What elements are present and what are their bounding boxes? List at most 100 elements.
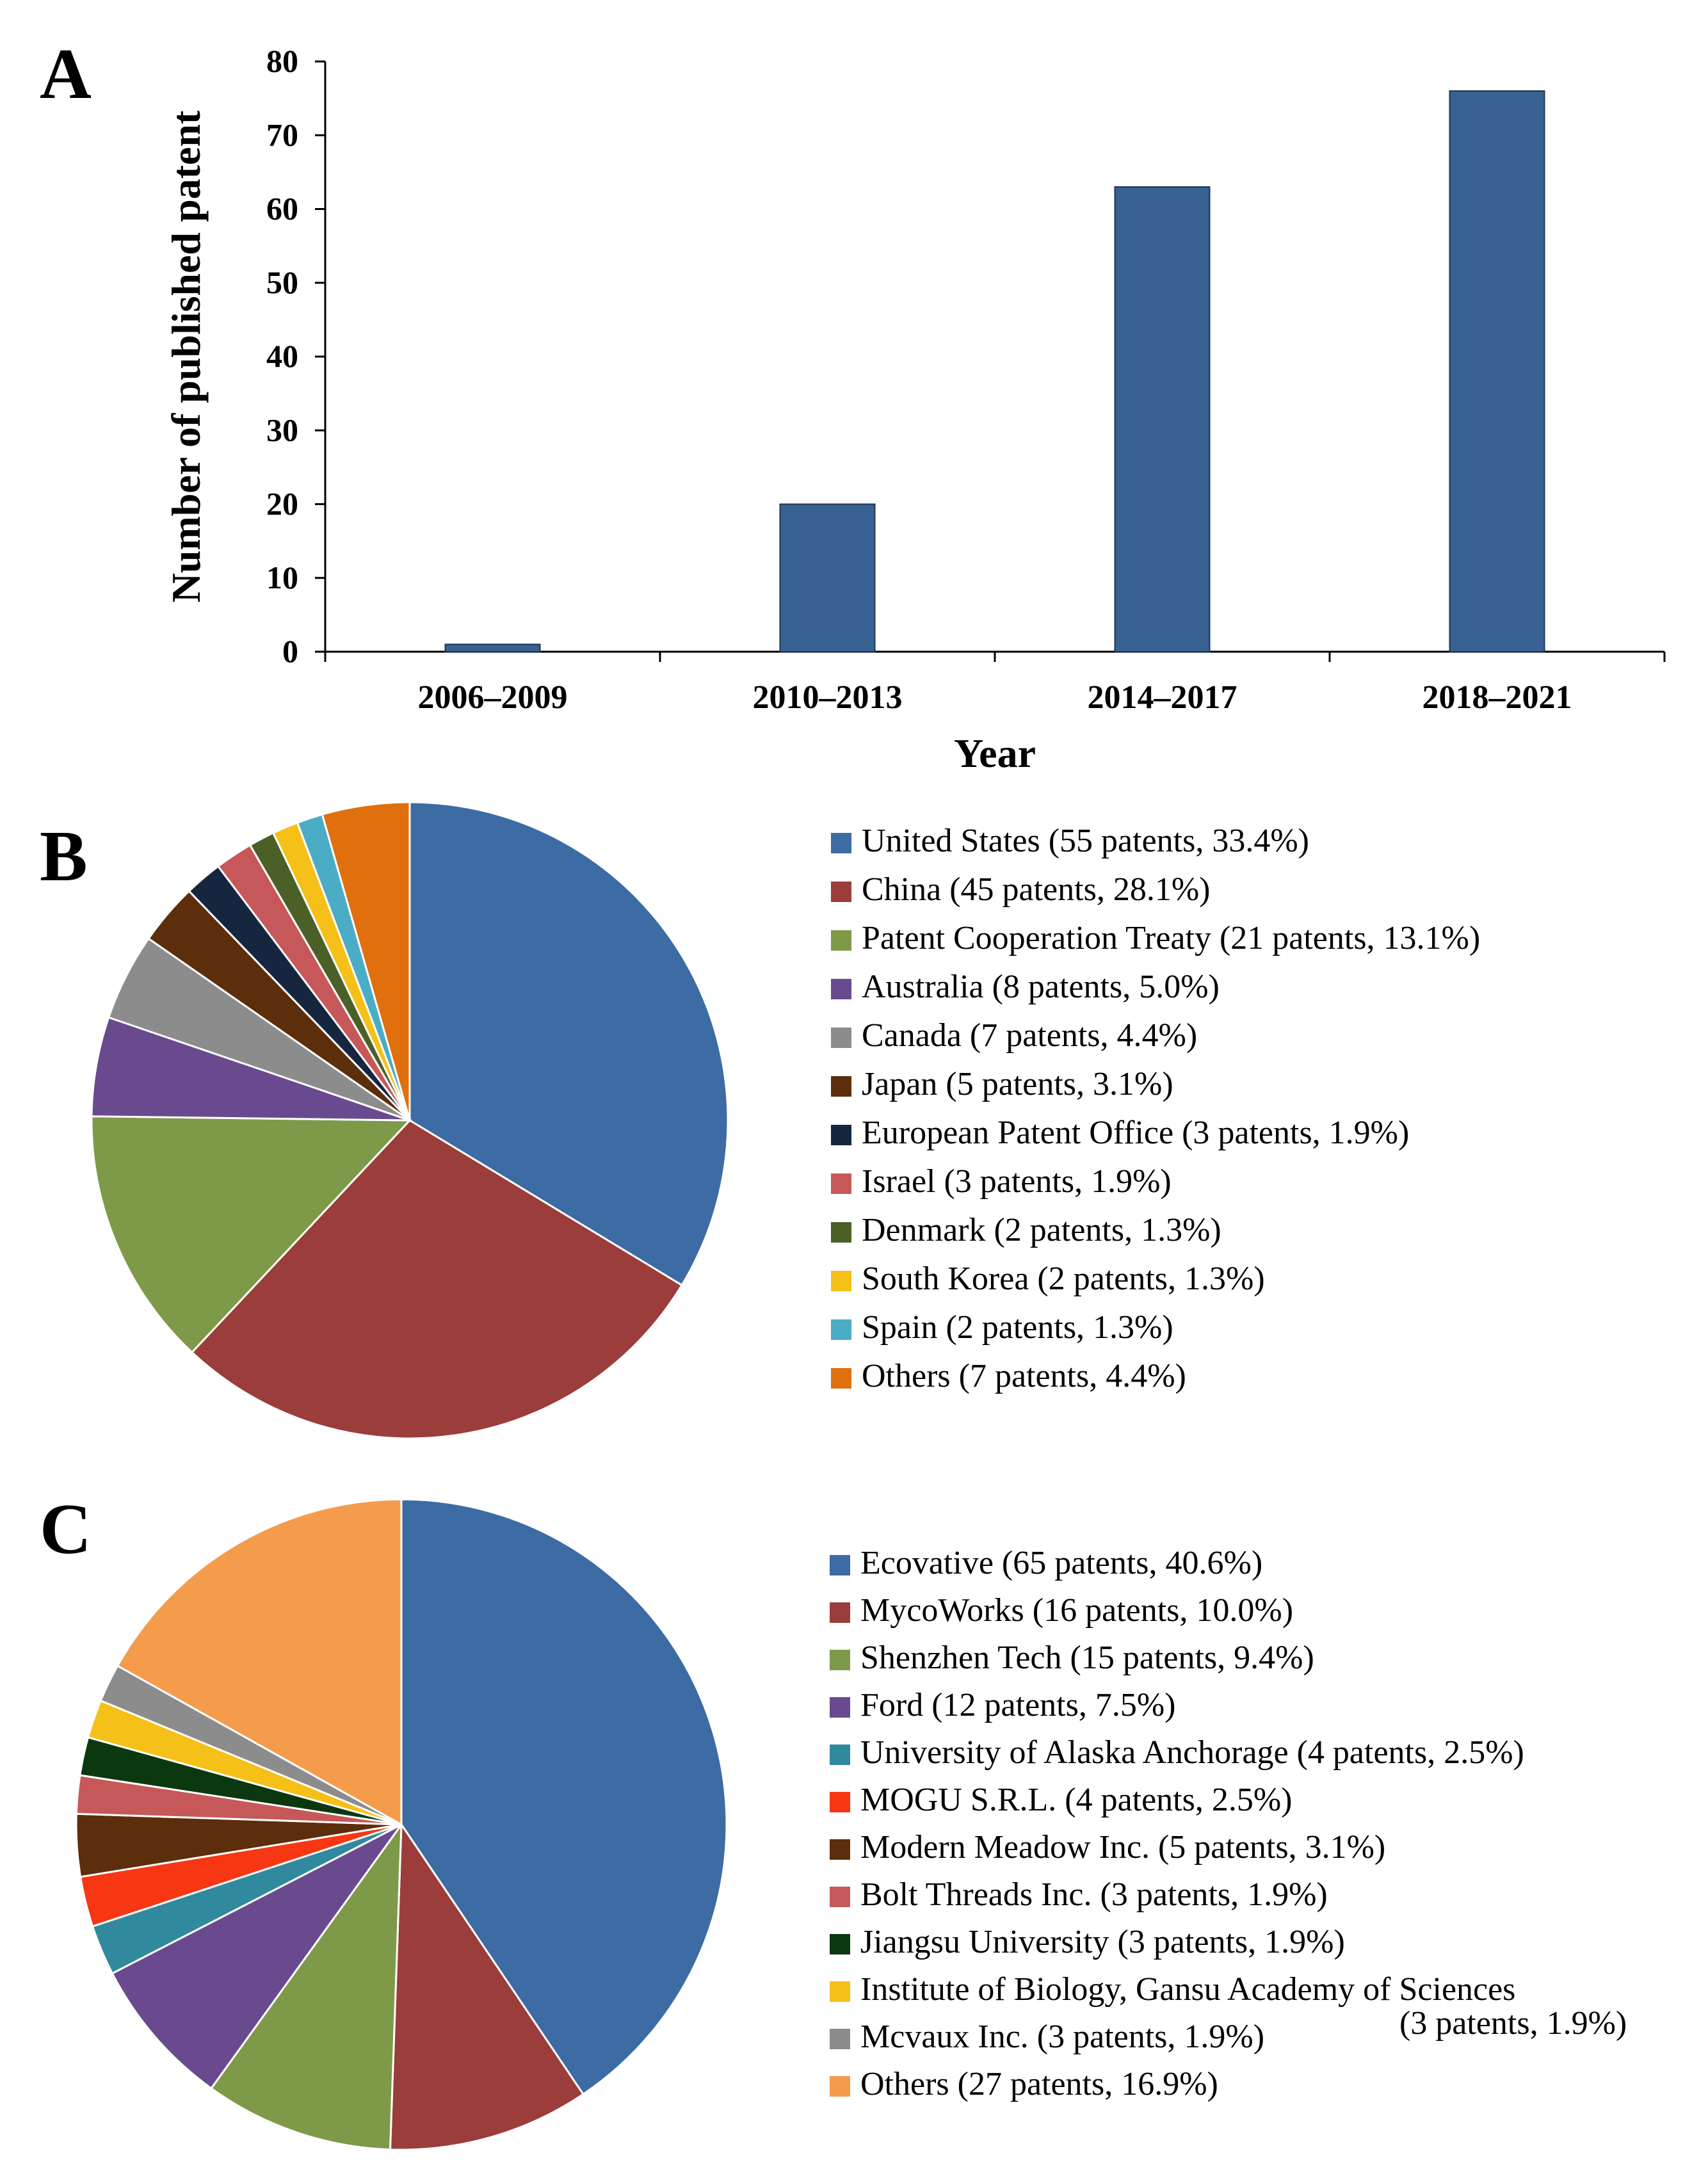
legend-label: China (45 patents, 28.1%) bbox=[862, 871, 1211, 908]
legend-label: Modern Meadow Inc. (5 patents, 3.1%) bbox=[860, 1829, 1386, 1866]
legend-item: European Patent Office (3 patents, 1.9%) bbox=[831, 1116, 1409, 1150]
legend-swatch bbox=[830, 1602, 850, 1623]
x-tick-label: 2010–2013 bbox=[753, 679, 903, 716]
legend-label: Israel (3 patents, 1.9%) bbox=[862, 1163, 1172, 1200]
panel-label-c: C bbox=[40, 1490, 92, 1569]
legend-item: Others (27 patents, 16.9%) bbox=[830, 2068, 1218, 2101]
y-tick-label: 70 bbox=[266, 117, 298, 152]
legend-item: United States (55 patents, 33.4%) bbox=[831, 825, 1309, 858]
legend-swatch bbox=[831, 882, 851, 902]
y-tick-label: 50 bbox=[266, 264, 298, 300]
legend-label: MOGU S.R.L. (4 patents, 2.5%) bbox=[860, 1782, 1293, 1818]
legend-item: Israel (3 patents, 1.9%) bbox=[831, 1165, 1172, 1198]
legend-item: MycoWorks (16 patents, 10.0%) bbox=[830, 1594, 1293, 1627]
pie-slice-mycoworks bbox=[389, 1821, 585, 2151]
panel-label-a: A bbox=[40, 35, 92, 114]
panel-label-b: B bbox=[40, 817, 88, 896]
legend-label: United States (55 patents, 33.4%) bbox=[862, 823, 1309, 859]
legend-item: Ecovative (65 patents, 40.6%) bbox=[830, 1547, 1262, 1580]
pie-slice-patent-cooperation-treaty bbox=[90, 1115, 412, 1354]
legend-item: Mcvaux Inc. (3 patents, 1.9%) bbox=[830, 2020, 1264, 2054]
legend-label: Others (27 patents, 16.9%) bbox=[860, 2066, 1218, 2102]
pie-chart-countries bbox=[90, 801, 729, 1440]
legend-label: Bolt Threads Inc. (3 patents, 1.9%) bbox=[860, 1876, 1328, 1913]
bar-2006–2009 bbox=[444, 643, 541, 652]
legend-swatch bbox=[830, 1555, 850, 1576]
legend-item: China (45 patents, 28.1%) bbox=[831, 873, 1210, 907]
legend-label: Shenzhen Tech (15 patents, 9.4%) bbox=[860, 1640, 1314, 1676]
legend-label: South Korea (2 patents, 1.3%) bbox=[862, 1261, 1265, 1297]
legend-label: Ford (12 patents, 7.5%) bbox=[860, 1687, 1176, 1723]
x-axis-title: Year bbox=[954, 730, 1036, 776]
legend-label: Mcvaux Inc. (3 patents, 1.9%) bbox=[860, 2019, 1265, 2055]
legend-label: Australia (8 patents, 5.0%) bbox=[862, 969, 1220, 1005]
bar-2010–2013 bbox=[779, 503, 876, 652]
y-tick-label: 80 bbox=[266, 43, 298, 79]
legend-item: South Korea (2 patents, 1.3%) bbox=[831, 1262, 1265, 1296]
bar-chart-axes bbox=[315, 60, 1666, 662]
x-tick-label: 2006–2009 bbox=[418, 679, 568, 716]
legend-label: University of Alaska Anchorage (4 patent… bbox=[860, 1734, 1524, 1771]
legend-item: Bolt Threads Inc. (3 patents, 1.9%) bbox=[830, 1878, 1328, 1912]
legend-swatch bbox=[831, 1076, 851, 1097]
x-tick-label: 2014–2017 bbox=[1088, 679, 1237, 716]
legend-item: Patent Cooperation Treaty (21 patents, 1… bbox=[831, 922, 1480, 955]
legend-swatch bbox=[830, 1650, 850, 1670]
y-axis-title: Number of published patent bbox=[163, 110, 209, 602]
y-tick-label: 10 bbox=[266, 560, 298, 595]
legend-item: MOGU S.R.L. (4 patents, 2.5%) bbox=[830, 1784, 1293, 1817]
pie-slice-others bbox=[321, 801, 411, 1121]
bar-2018–2021 bbox=[1449, 90, 1545, 653]
legend-swatch bbox=[831, 1222, 851, 1243]
legend-item: Institute of Biology, Gansu Academy of S… bbox=[830, 1973, 1515, 2006]
legend-label: Ecovative (65 patents, 40.6%) bbox=[860, 1545, 1263, 1581]
pie-slice-ecovative bbox=[400, 1498, 728, 2096]
bar-2014–2017 bbox=[1114, 186, 1211, 652]
y-tick-label: 20 bbox=[266, 486, 298, 522]
legend-swatch bbox=[831, 833, 851, 853]
legend-swatch bbox=[830, 1839, 850, 1860]
pie-slice-australia bbox=[90, 1016, 410, 1122]
legend-swatch bbox=[831, 979, 851, 999]
legend-label: MycoWorks (16 patents, 10.0%) bbox=[860, 1592, 1294, 1629]
y-tick-label: 60 bbox=[266, 191, 298, 227]
legend-swatch bbox=[831, 1173, 851, 1194]
y-tick-label: 0 bbox=[282, 633, 298, 669]
legend-item: Shenzhen Tech (15 patents, 9.4%) bbox=[830, 1641, 1314, 1675]
legend-swatch bbox=[831, 1319, 851, 1340]
legend-swatch bbox=[830, 1934, 850, 1954]
legend-item: Modern Meadow Inc. (5 patents, 3.1%) bbox=[830, 1831, 1385, 1864]
legend-swatch bbox=[831, 1125, 851, 1145]
legend-item: Jiangsu University (3 patents, 1.9%) bbox=[830, 1926, 1345, 1959]
legend-swatch bbox=[830, 1792, 850, 1812]
y-tick-label: 40 bbox=[266, 338, 298, 374]
legend-swatch bbox=[831, 930, 851, 951]
legend-item: Denmark (2 patents, 1.3%) bbox=[831, 1214, 1221, 1247]
pie-slice-shenzhen-tech bbox=[209, 1821, 403, 2151]
pie-slice-ford bbox=[111, 1823, 403, 2090]
legend-swatch bbox=[830, 2076, 850, 2097]
bar-chart-labels: 0 10 20 30 40 50 60 70 80 2006–2009 2010–2013 2014–… bbox=[163, 43, 1572, 776]
legend-item: Australia (8 patents, 5.0%) bbox=[831, 971, 1220, 1004]
legend-label: Jiangsu University (3 patents, 1.9%) bbox=[860, 1924, 1345, 1960]
legend-swatch bbox=[831, 1028, 851, 1048]
legend-label: Patent Cooperation Treaty (21 patents, 1… bbox=[862, 920, 1481, 956]
legend-label: Spain (2 patents, 1.3%) bbox=[862, 1309, 1173, 1346]
legend-item: Spain (2 patents, 1.3%) bbox=[831, 1311, 1173, 1344]
legend-item: Canada (7 patents, 4.4%) bbox=[831, 1019, 1197, 1052]
pie-slice-china bbox=[190, 1119, 684, 1440]
y-tick-label: 30 bbox=[266, 412, 298, 447]
pie-slice-united-states bbox=[408, 801, 729, 1287]
pie-slice-others bbox=[116, 1498, 403, 1826]
legend-label: Denmark (2 patents, 1.3%) bbox=[862, 1212, 1221, 1248]
legend-label: European Patent Office (3 patents, 1.9%) bbox=[862, 1115, 1410, 1151]
legend-item: Others (7 patents, 4.4%) bbox=[831, 1360, 1186, 1393]
pie-chart-organizations bbox=[75, 1498, 728, 2151]
legend-swatch bbox=[831, 1271, 851, 1291]
legend-swatch bbox=[830, 2029, 850, 2049]
legend-swatch bbox=[830, 1887, 850, 1907]
bar-chart-bars bbox=[444, 90, 1545, 653]
legend-label: Canada (7 patents, 4.4%) bbox=[862, 1017, 1198, 1054]
legend-swatch bbox=[830, 1697, 850, 1718]
legend-label: Japan (5 patents, 3.1%) bbox=[862, 1066, 1173, 1102]
